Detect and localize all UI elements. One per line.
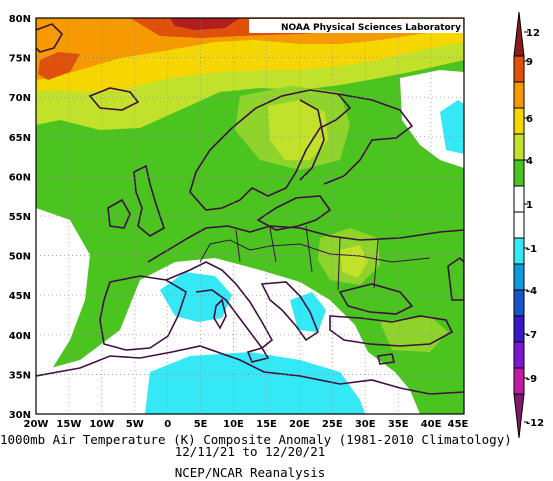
lon-label: 10W bbox=[89, 419, 114, 430]
anomaly-contour-ukraine-yellow bbox=[340, 245, 368, 278]
lon-label: 20E bbox=[289, 419, 310, 430]
colorbar-labels: 12 9 6 4 1 -1 -4 -7 -9 -12 bbox=[526, 28, 544, 429]
colorbar: 12 9 6 4 1 -1 -4 -7 -9 -12 bbox=[513, 11, 544, 439]
colorbar-label: 9 bbox=[526, 57, 533, 68]
colorbar-segment bbox=[513, 159, 525, 187]
colorbar-segment bbox=[513, 107, 525, 135]
map-frame bbox=[35, 17, 465, 415]
lat-label: 65N bbox=[9, 133, 31, 144]
colorbar-segment bbox=[513, 237, 525, 265]
caption-source: NCEP/NCAR Reanalysis bbox=[174, 465, 326, 480]
colorbar-segment bbox=[513, 393, 525, 439]
caption-title: 1000mb Air Temperature (K) Composite Ano… bbox=[0, 432, 512, 447]
colorbar-segment bbox=[513, 185, 525, 213]
logo-box bbox=[249, 19, 463, 33]
colorbar-segment bbox=[513, 341, 525, 369]
lat-label: 45N bbox=[9, 291, 31, 302]
colorbar-segment bbox=[513, 367, 525, 395]
lon-label: 5E bbox=[194, 419, 208, 430]
colorbar-label: -12 bbox=[526, 418, 544, 429]
colorbar-label: -1 bbox=[526, 244, 537, 255]
lat-label: 60N bbox=[9, 172, 31, 183]
lat-label: 75N bbox=[9, 54, 31, 65]
lon-label: 5W bbox=[126, 419, 144, 430]
lon-label: 15W bbox=[56, 419, 81, 430]
latitude-labels: 80N 75N 70N 65N 60N 55N 50N 45N 40N 35N … bbox=[9, 14, 31, 421]
colorbar-segment bbox=[513, 11, 525, 57]
lon-label: 25E bbox=[322, 419, 343, 430]
colorbar-ticks bbox=[524, 31, 528, 423]
anomaly-contour-red bbox=[170, 18, 240, 30]
lon-label: 45E bbox=[448, 419, 469, 430]
anomaly-map: NOAA Physical Sciences Laboratory bbox=[35, 17, 465, 415]
colorbar-segment bbox=[513, 211, 525, 239]
colorbar-label: -4 bbox=[526, 286, 537, 297]
colorbar-label: 4 bbox=[526, 156, 533, 167]
colorbar-segment bbox=[513, 55, 525, 83]
longitude-labels: 20W 15W 10W 5W 0 5E 10E 15E 20E 25E 30E … bbox=[24, 419, 469, 430]
anomaly-contour-scandinavia-yellow-green bbox=[268, 100, 328, 160]
lat-label: 50N bbox=[9, 252, 31, 263]
caption-dates: 12/11/21 to 12/20/21 bbox=[174, 444, 326, 459]
colorbar-segment bbox=[513, 81, 525, 109]
coastlines bbox=[36, 23, 464, 395]
anomaly-contour-dark-orange-west bbox=[38, 52, 80, 80]
lat-label: 80N bbox=[9, 14, 31, 25]
anomaly-contour-russia-cyan bbox=[440, 100, 464, 154]
lon-label: 15E bbox=[256, 419, 277, 430]
lat-label: 40N bbox=[9, 331, 31, 342]
colorbar-label: -9 bbox=[526, 374, 537, 385]
colorbar-label: 12 bbox=[526, 28, 540, 39]
lat-label: 35N bbox=[9, 370, 31, 381]
logo-text: NOAA Physical Sciences Laboratory bbox=[281, 23, 461, 33]
lon-label: 0 bbox=[164, 419, 171, 430]
lat-label: 70N bbox=[9, 93, 31, 104]
lon-label: 10E bbox=[223, 419, 244, 430]
anomaly-contour-atlantic-white bbox=[36, 208, 90, 380]
colorbar-label: 6 bbox=[526, 114, 533, 125]
colorbar-segment bbox=[513, 289, 525, 317]
lat-label: 30N bbox=[9, 410, 31, 421]
colorbar-label: -7 bbox=[526, 330, 537, 341]
anomaly-contour-nafrica-cyan bbox=[145, 352, 365, 414]
colorbar-segment bbox=[513, 263, 525, 291]
lat-label: 55N bbox=[9, 212, 31, 223]
lon-label: 30E bbox=[355, 419, 376, 430]
anomaly-contour-greece-cyan bbox=[290, 292, 326, 332]
colorbar-label: 1 bbox=[526, 200, 533, 211]
anomaly-contour-western-med-cyan bbox=[160, 272, 232, 322]
lon-label: 35E bbox=[388, 419, 409, 430]
lon-label: 40E bbox=[421, 419, 442, 430]
colorbar-segment bbox=[513, 133, 525, 161]
anomaly-contour-orange bbox=[36, 18, 464, 80]
colorbar-segments bbox=[513, 11, 525, 439]
colorbar-segment bbox=[513, 315, 525, 343]
lon-label: 20W bbox=[24, 419, 49, 430]
